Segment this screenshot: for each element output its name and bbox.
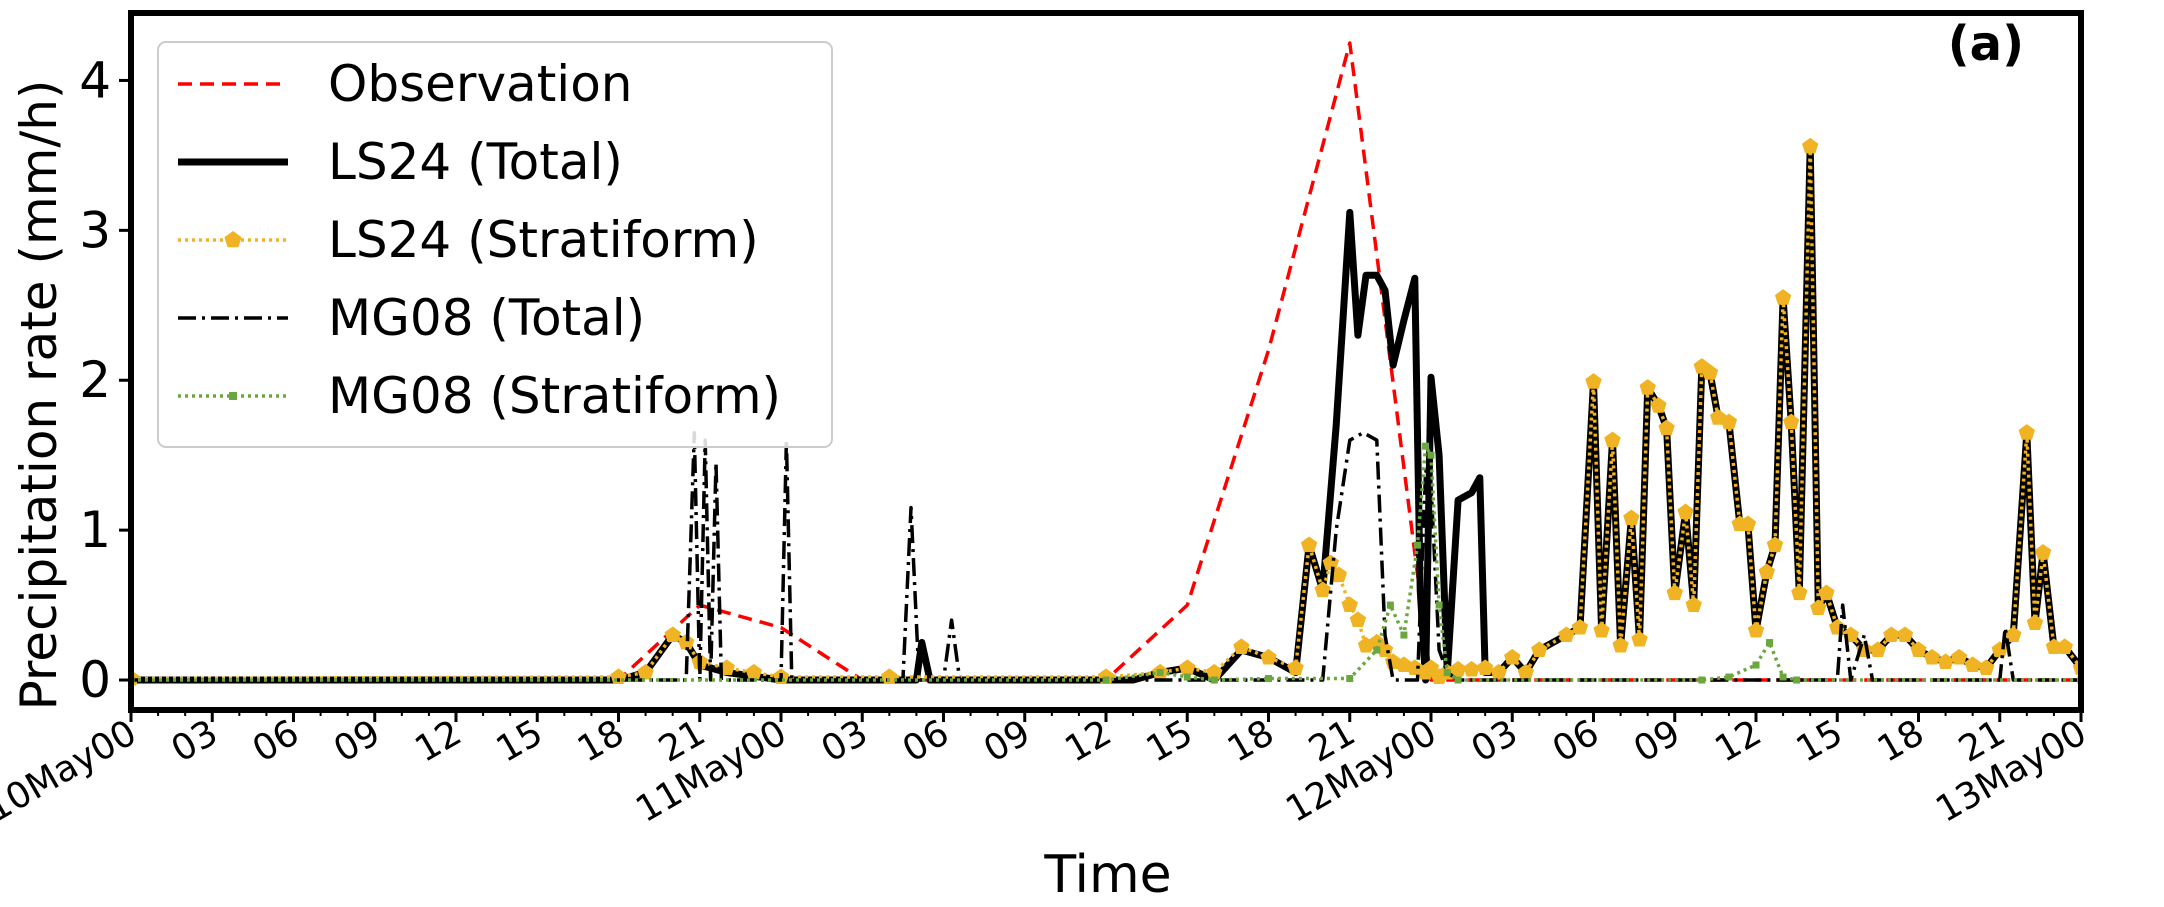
series-2-point-75 xyxy=(1910,641,1927,657)
series-4-point-15 xyxy=(1454,676,1462,684)
series-2-point-63 xyxy=(1774,289,1792,305)
series-4-point-1 xyxy=(1102,676,1110,684)
series-2-point-37 xyxy=(1504,648,1521,665)
series-2-point-36 xyxy=(1490,663,1507,680)
series-4-point-13 xyxy=(1435,601,1443,609)
series-2-point-78 xyxy=(1950,648,1968,665)
series-2-point-44 xyxy=(1604,431,1621,448)
series-2-point-16 xyxy=(1287,659,1304,675)
y-tick-label-0: 0 xyxy=(79,651,111,709)
y-tick-label-4: 4 xyxy=(79,51,111,109)
series-2-point-22 xyxy=(1349,611,1367,627)
series-2-point-67 xyxy=(1810,599,1827,615)
series-2-point-66 xyxy=(1802,137,1819,154)
series-2-point-49 xyxy=(1650,397,1667,413)
series-2-point-9 xyxy=(881,668,898,684)
series-2-point-83 xyxy=(2018,424,2035,440)
series-2-point-18 xyxy=(1314,581,1331,598)
series-2-point-17 xyxy=(1300,536,1318,553)
series-line-4 xyxy=(131,444,2081,682)
series-2-point-3 xyxy=(664,626,681,642)
legend-label-2: LS24 (Stratiform) xyxy=(328,211,759,269)
legend-label-4: MG08 (Stratiform) xyxy=(328,367,781,425)
legend-label-1: LS24 (Total) xyxy=(328,133,623,191)
legend-marker-4 xyxy=(229,392,237,400)
series-4-point-5 xyxy=(1265,675,1272,683)
series-2-point-72 xyxy=(1869,641,1887,657)
series-4-point-12 xyxy=(1427,451,1435,459)
panel-label: (a) xyxy=(1948,16,2024,72)
series-2-point-57 xyxy=(1720,413,1738,430)
series-2-point-64 xyxy=(1783,413,1800,430)
series-4-point-17 xyxy=(1725,673,1733,681)
series-2-point-48 xyxy=(1639,379,1656,395)
series-2-point-74 xyxy=(1896,626,1914,642)
series-2-point-65 xyxy=(1791,584,1808,601)
legend-label-3: MG08 (Total) xyxy=(328,289,645,347)
legend: Observation LS24 (Total) LS24 (Stratiform)… xyxy=(157,41,833,448)
series-4-point-6 xyxy=(1346,675,1354,683)
series-4-point-9 xyxy=(1400,631,1408,639)
series-2-point-43 xyxy=(1593,621,1610,638)
series-2-point-45 xyxy=(1612,636,1629,653)
series-2-point-42 xyxy=(1585,373,1602,389)
series-4-point-19 xyxy=(1766,639,1774,647)
series-4-point-18 xyxy=(1752,661,1760,669)
y-tick-label-3: 3 xyxy=(79,201,111,259)
series-4-point-10 xyxy=(1413,541,1421,549)
x-axis-label: Time xyxy=(1043,845,1171,903)
series-2-point-59 xyxy=(1739,515,1757,532)
series-4-point-3 xyxy=(1183,673,1191,681)
series-2-point-21 xyxy=(1341,596,1358,612)
series-2-point-47 xyxy=(1631,630,1648,647)
series-2-point-77 xyxy=(1937,653,1954,669)
series-4-point-14 xyxy=(1443,669,1451,677)
series-2-point-62 xyxy=(1766,536,1784,553)
series-group xyxy=(131,41,2081,686)
series-2-point-41 xyxy=(1571,618,1589,635)
y-tick-label-2: 2 xyxy=(79,351,111,409)
series-2-point-46 xyxy=(1623,509,1640,526)
series-4-point-2 xyxy=(1156,669,1164,677)
series-4-point-8 xyxy=(1386,601,1394,609)
y-tick-label-1: 1 xyxy=(79,501,111,559)
legend-box xyxy=(157,41,833,448)
series-2-point-79 xyxy=(1964,656,1981,672)
series-4-point-21 xyxy=(1793,676,1801,684)
series-line-3 xyxy=(131,430,2081,682)
series-2-point-80 xyxy=(1978,659,1995,675)
series-2-point-50 xyxy=(1658,419,1675,436)
series-4-point-11 xyxy=(1422,442,1430,450)
series-2-point-85 xyxy=(2034,543,2052,560)
plot-area xyxy=(131,41,2081,686)
series-2-point-40 xyxy=(1558,626,1575,642)
legend-label-0: Observation xyxy=(328,55,632,113)
series-4-point-4 xyxy=(1210,676,1218,684)
series-2-point-84 xyxy=(2026,614,2044,630)
legend-marker-2 xyxy=(224,231,242,248)
series-2-point-76 xyxy=(1923,648,1941,665)
series-2-point-53 xyxy=(1685,596,1702,612)
series-2-point-60 xyxy=(1747,621,1765,638)
series-4-point-7 xyxy=(1373,646,1381,654)
series-2-point-35 xyxy=(1477,659,1494,675)
series-2-point-55 xyxy=(1701,364,1719,380)
series-2-point-14 xyxy=(1233,638,1250,654)
series-4-point-16 xyxy=(1698,676,1706,684)
series-2-point-87 xyxy=(2056,638,2073,654)
series-2-point-2 xyxy=(637,663,654,680)
series-2-point-15 xyxy=(1260,648,1277,665)
series-2-point-61 xyxy=(1758,563,1775,580)
series-4-point-20 xyxy=(1779,673,1787,681)
series-2-point-68 xyxy=(1818,584,1835,601)
series-2-point-51 xyxy=(1666,584,1683,601)
series-2-point-52 xyxy=(1677,503,1694,520)
y-axis-label: Precipitation rate (mm/h) xyxy=(10,80,68,711)
series-2-point-39 xyxy=(1531,641,1548,657)
